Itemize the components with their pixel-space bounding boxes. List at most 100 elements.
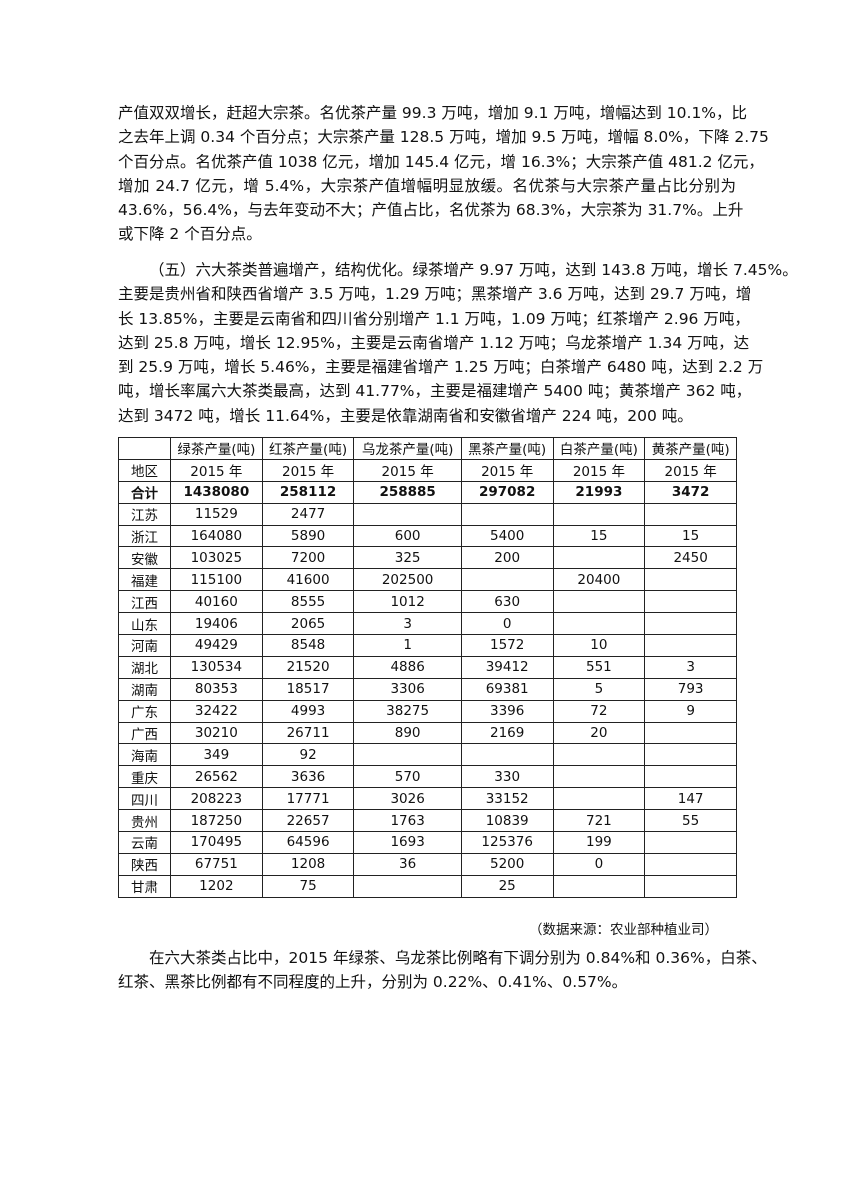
empty-cell xyxy=(644,721,737,745)
text-line: 主要是贵州省和陕西省增产 3.5 万吨，1.29 万吨；黑茶增产 3.6 万吨，… xyxy=(118,285,752,304)
year-cell: 2015 年 xyxy=(353,458,462,482)
empty-cell xyxy=(460,568,554,592)
value-cell: 1012 xyxy=(353,590,462,614)
empty-cell xyxy=(552,612,646,636)
value-cell: 75 xyxy=(261,874,355,898)
value-cell: 21520 xyxy=(261,655,355,679)
value-cell: 3306 xyxy=(353,677,462,701)
year-row: 地区 2015 年 2015 年 2015 年 2015 年 2015 年 2015 年 xyxy=(118,458,737,482)
value-cell: 170495 xyxy=(170,831,263,854)
value-cell: 26711 xyxy=(261,721,355,745)
value-cell: 3472 xyxy=(644,480,737,504)
value-cell: 125376 xyxy=(460,831,554,854)
data-row: 陕西 67751 1208 36 5200 0 xyxy=(118,852,737,876)
value-cell: 92 xyxy=(261,743,355,767)
paragraph: 在六大茶类占比中，2015 年绿茶、乌龙茶比例略有下调分别为 0.84%和 0.… xyxy=(118,946,767,995)
value-cell: 11529 xyxy=(170,502,263,526)
header-cell: 绿茶产量(吨) xyxy=(170,437,263,460)
empty-cell xyxy=(552,765,646,789)
value-cell: 80353 xyxy=(170,677,263,701)
text-line: 43.6%，56.4%，与去年变动不大；产值占比，名优茶为 68.3%，大宗茶为… xyxy=(118,201,744,220)
value-cell: 10839 xyxy=(460,809,554,833)
region-cell: 湖南 xyxy=(118,677,171,701)
data-row: 安徽 103025 7200 325 200 2450 xyxy=(118,546,737,570)
value-cell: 202500 xyxy=(353,568,462,592)
header-cell xyxy=(118,437,171,460)
region-cell: 江西 xyxy=(118,590,171,614)
value-cell: 890 xyxy=(353,721,462,745)
region-cell: 山东 xyxy=(118,612,171,636)
year-cell: 2015 年 xyxy=(460,458,554,482)
value-cell: 721 xyxy=(552,809,646,833)
value-cell: 67751 xyxy=(170,852,263,876)
value-cell: 39412 xyxy=(460,655,554,679)
source-note: （数据来源：农业部种植业司） xyxy=(529,922,718,938)
value-cell: 199 xyxy=(552,831,646,854)
production-table: 绿茶产量(吨) 红茶产量(吨) 乌龙茶产量(吨) 黑茶产量(吨) 白茶产量(吨) 黄茶产量… xyxy=(118,437,737,898)
empty-cell xyxy=(353,874,462,898)
region-cell: 重庆 xyxy=(118,765,171,789)
region-cell: 海南 xyxy=(118,743,171,767)
empty-cell xyxy=(353,743,462,767)
value-cell: 3636 xyxy=(261,765,355,789)
value-cell: 32422 xyxy=(170,699,263,723)
value-cell: 9 xyxy=(644,699,737,723)
region-cell: 合计 xyxy=(118,480,171,504)
value-cell: 3396 xyxy=(460,699,554,723)
data-row: 贵州 187250 22657 1763 10839 721 55 xyxy=(118,809,737,833)
empty-cell xyxy=(552,502,646,526)
value-cell: 349 xyxy=(170,743,263,767)
empty-cell xyxy=(644,568,737,592)
value-cell: 1208 xyxy=(261,852,355,876)
data-row: 海南 349 92 xyxy=(118,743,737,767)
data-row: 湖南 80353 18517 3306 69381 5 793 xyxy=(118,677,737,701)
value-cell: 630 xyxy=(460,590,554,614)
value-cell: 4993 xyxy=(261,699,355,723)
value-cell: 330 xyxy=(460,765,554,789)
value-cell: 258885 xyxy=(353,480,462,504)
value-cell: 2450 xyxy=(644,546,737,570)
empty-cell xyxy=(644,743,737,767)
data-row: 江苏 11529 2477 xyxy=(118,502,737,526)
value-cell: 2169 xyxy=(460,721,554,745)
value-cell: 26562 xyxy=(170,765,263,789)
header-cell: 黑茶产量(吨) xyxy=(460,437,554,460)
value-cell: 15 xyxy=(552,524,646,548)
value-cell: 19406 xyxy=(170,612,263,636)
value-cell: 2477 xyxy=(261,502,355,526)
empty-cell xyxy=(644,634,737,657)
value-cell: 3 xyxy=(644,655,737,679)
value-cell: 30210 xyxy=(170,721,263,745)
header-cell: 乌龙茶产量(吨) xyxy=(353,437,462,460)
value-cell: 570 xyxy=(353,765,462,789)
value-cell: 8548 xyxy=(261,634,355,657)
value-cell: 164080 xyxy=(170,524,263,548)
empty-cell xyxy=(552,874,646,898)
data-row: 重庆 26562 3636 570 330 xyxy=(118,765,737,789)
header-cell: 地区 xyxy=(118,458,171,482)
empty-cell xyxy=(460,743,554,767)
data-row: 合计 1438080 258112 258885 297082 21993 3472 xyxy=(118,480,737,504)
year-cell: 2015 年 xyxy=(644,458,737,482)
value-cell: 20400 xyxy=(552,568,646,592)
empty-cell xyxy=(644,852,737,876)
empty-cell xyxy=(644,590,737,614)
header-cell: 黄茶产量(吨) xyxy=(644,437,737,460)
data-row: 山东 19406 2065 3 0 xyxy=(118,612,737,636)
header-cell: 红茶产量(吨) xyxy=(261,437,355,460)
data-row: 甘肃 1202 75 25 xyxy=(118,874,737,898)
empty-cell xyxy=(644,612,737,636)
value-cell: 2065 xyxy=(261,612,355,636)
text-line: 在六大茶类占比中，2015 年绿茶、乌龙茶比例略有下调分别为 0.84%和 0.… xyxy=(149,949,767,967)
data-row: 浙江 164080 5890 600 5400 15 15 xyxy=(118,524,737,548)
value-cell: 7200 xyxy=(261,546,355,570)
region-cell: 广东 xyxy=(118,699,171,723)
value-cell: 187250 xyxy=(170,809,263,833)
region-cell: 四川 xyxy=(118,787,171,811)
empty-cell xyxy=(644,874,737,898)
text-line: 到 25.9 万吨，增长 5.46%，主要是福建省增产 1.25 万吨；白茶增产… xyxy=(118,358,764,377)
value-cell: 5400 xyxy=(460,524,554,548)
region-cell: 浙江 xyxy=(118,524,171,548)
value-cell: 200 xyxy=(460,546,554,570)
text-line: 吨，增长率属六大茶类最高，达到 41.77%，主要是福建增产 5400 吨；黄茶… xyxy=(118,382,752,401)
